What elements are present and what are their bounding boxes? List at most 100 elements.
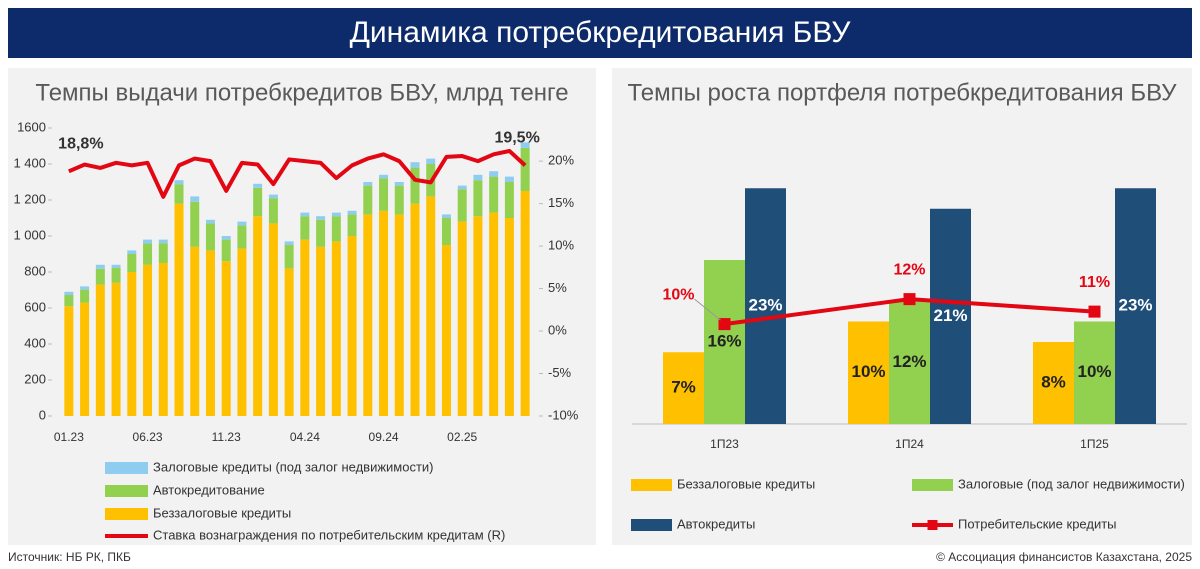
- bar: [111, 282, 121, 416]
- bar: [379, 178, 389, 211]
- bar: [127, 254, 137, 272]
- y-tick-label: 1 400: [13, 155, 46, 170]
- bar: [111, 268, 121, 283]
- bar: [205, 250, 215, 416]
- bar: [347, 210, 357, 215]
- bar: [95, 264, 105, 269]
- bar: [158, 243, 168, 263]
- bar: [848, 321, 889, 424]
- bar: [80, 302, 90, 416]
- x-tick-label: 09.24: [369, 430, 399, 444]
- bar: [379, 210, 389, 416]
- y2-tick-label: -10%: [548, 407, 579, 422]
- data-label: 8%: [1041, 372, 1066, 391]
- bar: [127, 272, 137, 416]
- marker: [718, 318, 731, 331]
- bar: [1033, 342, 1074, 424]
- bar: [520, 191, 530, 416]
- bar: [363, 185, 373, 215]
- y2-tick-label: 5%: [548, 280, 567, 295]
- bar: [111, 264, 121, 269]
- x-tick-label: 04.24: [290, 430, 320, 444]
- bar: [158, 239, 168, 244]
- source: Источник: НБ РК, ПКБ: [8, 550, 131, 564]
- bar: [520, 142, 530, 148]
- data-label: 23%: [748, 296, 782, 315]
- bar: [95, 284, 105, 416]
- bar: [268, 198, 278, 224]
- bar: [394, 185, 404, 215]
- data-label: 12%: [893, 261, 925, 278]
- legend-swatch: [631, 519, 672, 531]
- copyright: © Ассоциация финансистов Казахстана, 202…: [936, 550, 1192, 564]
- x-tick-label: 11.23: [212, 430, 241, 444]
- bar: [473, 216, 483, 416]
- bar: [889, 301, 930, 424]
- bar: [174, 203, 184, 416]
- y2-tick-label: 20%: [548, 153, 574, 168]
- bar: [300, 239, 310, 416]
- bar: [745, 188, 786, 424]
- bar: [441, 218, 451, 245]
- bar: [331, 212, 341, 217]
- bar: [64, 306, 74, 416]
- bar: [663, 352, 704, 424]
- data-label: 16%: [707, 331, 741, 350]
- bar: [174, 180, 184, 185]
- bar: [205, 219, 215, 224]
- bar: [268, 194, 278, 199]
- bar: [489, 176, 499, 213]
- data-label: 12%: [892, 352, 926, 371]
- bar: [80, 289, 90, 303]
- bar: [300, 212, 310, 217]
- bar: [253, 183, 263, 188]
- bar: [284, 245, 294, 269]
- bar: [237, 221, 247, 226]
- bar: [190, 246, 200, 416]
- bar: [64, 295, 74, 307]
- legend-swatch: [631, 479, 672, 491]
- data-label: 23%: [1118, 296, 1152, 315]
- bar: [316, 219, 326, 247]
- x-tick-label: 1П23: [710, 437, 739, 451]
- bar: [457, 189, 467, 222]
- bar: [489, 171, 499, 177]
- x-tick-label: 06.23: [133, 430, 163, 444]
- y-tick-label: 600: [24, 299, 46, 314]
- data-label: 10%: [851, 362, 885, 381]
- bar: [410, 162, 420, 168]
- legend-swatch: [105, 485, 148, 497]
- bar: [347, 214, 357, 236]
- bar: [473, 180, 483, 217]
- bar: [930, 208, 971, 424]
- bar: [441, 245, 451, 416]
- bar: [394, 182, 404, 186]
- y2-tick-label: 10%: [548, 238, 574, 253]
- bar: [504, 218, 514, 416]
- marker: [903, 293, 916, 306]
- bar: [253, 216, 263, 416]
- data-label: 10%: [662, 286, 694, 303]
- x-tick-label: 1П25: [1080, 437, 1109, 451]
- bar: [284, 241, 294, 245]
- legend-label: Беззалоговые кредиты: [153, 505, 291, 520]
- line: [68, 148, 527, 199]
- bar: [127, 250, 137, 254]
- bar: [237, 248, 247, 416]
- y-tick-label: 400: [24, 335, 46, 350]
- bar: [1115, 188, 1156, 424]
- data-label: 11%: [1079, 274, 1110, 291]
- data-label: 10%: [1077, 362, 1111, 381]
- bar: [237, 225, 247, 249]
- y-tick-label: 1600: [17, 119, 46, 134]
- legend-swatch: [912, 479, 953, 491]
- bar: [347, 236, 357, 416]
- y2-tick-label: -5%: [548, 365, 572, 380]
- bar: [143, 243, 153, 265]
- bar: [316, 246, 326, 416]
- legend-label: Автокредитование: [153, 482, 265, 497]
- legend-swatch: [105, 508, 148, 520]
- legend-swatch: [105, 462, 148, 474]
- bar: [457, 185, 467, 190]
- bar: [379, 174, 389, 179]
